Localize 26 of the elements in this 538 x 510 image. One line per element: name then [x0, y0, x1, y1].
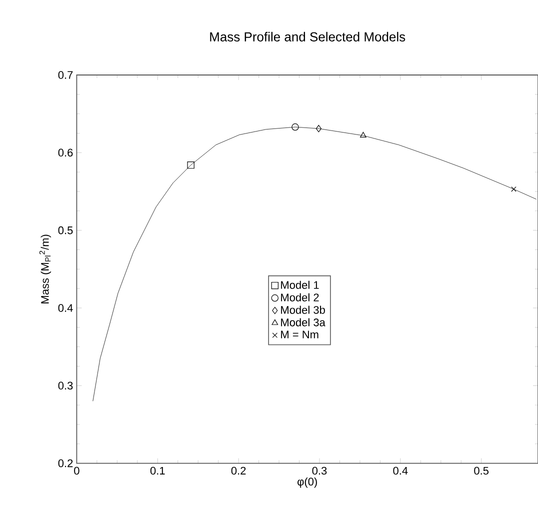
legend-label: Model 3b	[281, 306, 325, 314]
y-tick-label: 0.3	[58, 382, 73, 390]
line-series	[92, 126, 537, 402]
y-tick-label: 0.4	[58, 304, 73, 312]
legend-label: Model 3a	[281, 318, 326, 326]
legend-label: Model 1	[281, 280, 319, 289]
y-axis-title: Mass (M$_{Pl}$$^{2}$/m)	[39, 234, 52, 304]
x-axis-title: φ(0)	[298, 477, 317, 488]
legend-label: M = Nm	[281, 330, 318, 338]
point	[511, 186, 516, 192]
y-tick-label: 0.5	[58, 226, 73, 234]
y-tick-label: 0.7	[58, 71, 73, 79]
legend-label: Model 2	[281, 293, 319, 302]
x-tick-label: 0.1	[150, 466, 165, 475]
chart-title: Mass Profile and Selected Models	[210, 32, 406, 42]
x-tick-label: 0.5	[474, 466, 489, 475]
x-tick-label: 0.2	[231, 466, 246, 475]
x-tick-label: 0.3	[312, 466, 327, 475]
x-tick-label: 0	[74, 466, 80, 475]
y-tick-label: 0.2	[58, 459, 73, 468]
point	[360, 132, 366, 138]
y-tick-label: 0.6	[58, 148, 73, 157]
point	[292, 123, 299, 131]
x-tick-label: 0.4	[393, 466, 408, 475]
point	[187, 161, 194, 169]
point	[316, 124, 322, 132]
